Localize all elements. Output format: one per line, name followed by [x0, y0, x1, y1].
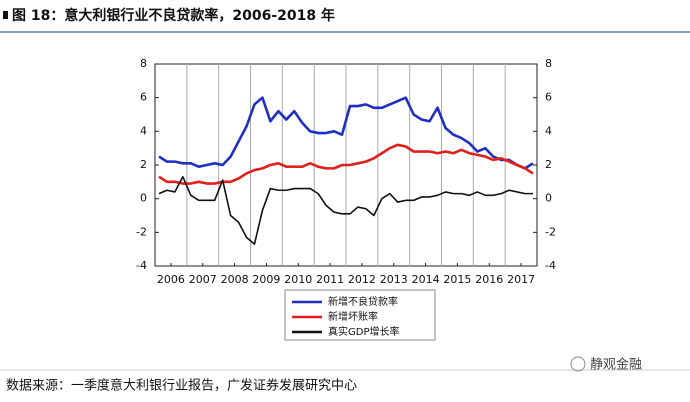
x-tick-label: 2017	[507, 273, 535, 286]
x-tick-label: 2013	[380, 273, 408, 286]
x-tick-label: 2007	[189, 273, 217, 286]
y-tick-label: 0	[140, 192, 147, 205]
x-tick-label: 2015	[443, 273, 471, 286]
legend-label: 真实GDP增长率	[328, 325, 399, 338]
series-line	[158, 175, 534, 245]
y2-tick-label: -4	[545, 259, 556, 272]
y2-tick-label: 6	[545, 91, 552, 104]
y2-tick-label: 0	[545, 192, 552, 205]
y-tick-label: -4	[136, 259, 147, 272]
x-tick-label: 2011	[316, 273, 344, 286]
y2-tick-label: -2	[545, 225, 556, 238]
legend-label: 新增坏账率	[328, 310, 378, 323]
chart-title: 图 18：意大利银行业不良贷款率，2006-2018 年	[12, 7, 335, 24]
legend-label: 新增不良贷款率	[328, 295, 398, 308]
y-tick-label: 2	[140, 158, 147, 171]
title-bullet	[3, 11, 8, 19]
y-tick-label: 6	[140, 91, 147, 104]
y2-tick-label: 4	[545, 124, 552, 137]
x-tick-label: 2009	[252, 273, 280, 286]
y-tick-label: 4	[140, 124, 147, 137]
source-note: 数据来源：一季度意大利银行业报告，广发证券发展研究中心	[6, 378, 357, 394]
x-tick-label: 2008	[221, 273, 249, 286]
y-tick-label: -2	[136, 225, 147, 238]
y2-tick-label: 8	[545, 57, 552, 70]
watermark: 静观金融	[590, 357, 642, 373]
x-tick-label: 2010	[284, 273, 312, 286]
x-tick-label: 2014	[412, 273, 440, 286]
x-tick-label: 2006	[157, 273, 185, 286]
watermark-icon	[570, 356, 586, 372]
x-tick-label: 2012	[348, 273, 376, 286]
y2-tick-label: 2	[545, 158, 552, 171]
y-tick-label: 8	[140, 57, 147, 70]
series-line	[158, 96, 534, 170]
x-tick-label: 2016	[475, 273, 503, 286]
